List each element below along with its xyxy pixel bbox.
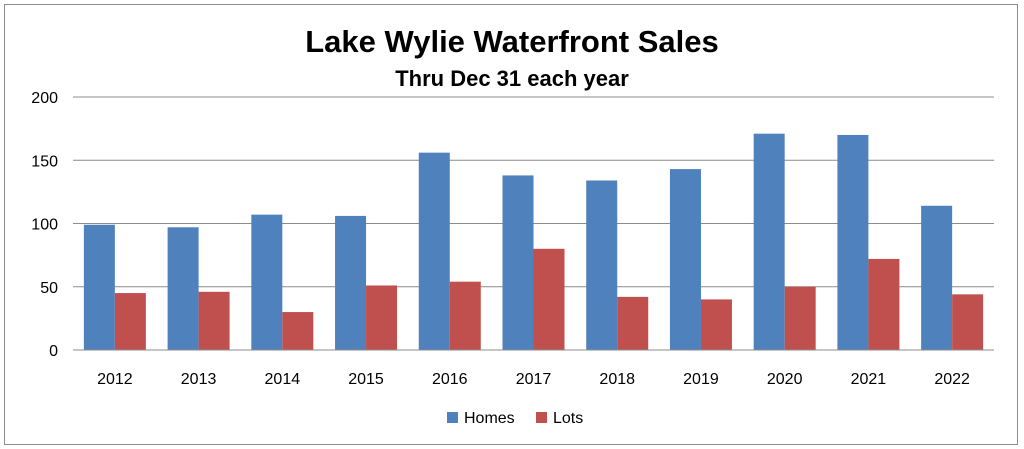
x-tick-label: 2015 xyxy=(348,371,384,388)
bar-lots-2012 xyxy=(114,293,146,350)
y-axis-tick-labels: 0 50 100 150 200 xyxy=(31,90,58,360)
bar-homes-2018 xyxy=(586,180,618,350)
x-tick-label: 2020 xyxy=(767,371,803,388)
bar-lots-2017 xyxy=(533,248,565,350)
y-tick-label: 0 xyxy=(49,343,58,360)
y-tick-label: 50 xyxy=(40,280,58,297)
bar-homes-2016 xyxy=(418,152,450,350)
chart-title: Lake Wylie Waterfront Sales xyxy=(305,24,718,59)
x-tick-label: 2012 xyxy=(97,371,133,388)
x-tick-label: 2016 xyxy=(432,371,468,388)
x-tick-label: 2022 xyxy=(934,371,970,388)
bar-lots-2019 xyxy=(700,299,732,350)
x-tick-label: 2017 xyxy=(516,371,552,388)
bar-lots-2015 xyxy=(366,285,398,350)
bar-homes-2019 xyxy=(669,169,701,350)
chart-subtitle: Thru Dec 31 each year xyxy=(395,66,629,91)
y-tick-label: 100 xyxy=(31,217,58,234)
bar-lots-2014 xyxy=(282,312,314,350)
legend-swatch-homes xyxy=(447,412,458,423)
x-tick-label: 2018 xyxy=(599,371,635,388)
bars xyxy=(83,133,984,350)
bar-homes-2013 xyxy=(167,227,199,350)
y-tick-label: 200 xyxy=(31,90,58,107)
y-tick-label: 150 xyxy=(31,153,58,170)
x-axis-tick-labels: 2012 2013 2014 2015 2016 2017 2018 2019 2020 2021… xyxy=(97,371,970,388)
bar-homes-2014 xyxy=(251,214,283,350)
bar-lots-2018 xyxy=(617,296,649,350)
bar-lots-2013 xyxy=(198,291,230,350)
bar-homes-2021 xyxy=(837,134,869,350)
bar-lots-2016 xyxy=(449,281,481,350)
legend: Homes Lots xyxy=(447,410,583,427)
legend-swatch-lots xyxy=(536,412,547,423)
bar-lots-2021 xyxy=(868,258,900,350)
x-tick-label: 2019 xyxy=(683,371,719,388)
bar-homes-2022 xyxy=(921,205,953,350)
x-tick-label: 2013 xyxy=(181,371,217,388)
bar-homes-2017 xyxy=(502,175,534,350)
bar-lots-2022 xyxy=(952,294,984,350)
x-tick-label: 2021 xyxy=(851,371,887,388)
bar-lots-2020 xyxy=(784,286,816,350)
bar-homes-2012 xyxy=(83,224,115,350)
legend-label-homes: Homes xyxy=(464,410,515,427)
bar-homes-2015 xyxy=(335,215,367,350)
bar-homes-2020 xyxy=(753,133,785,350)
x-tick-label: 2014 xyxy=(265,371,301,388)
legend-label-lots: Lots xyxy=(553,410,583,427)
